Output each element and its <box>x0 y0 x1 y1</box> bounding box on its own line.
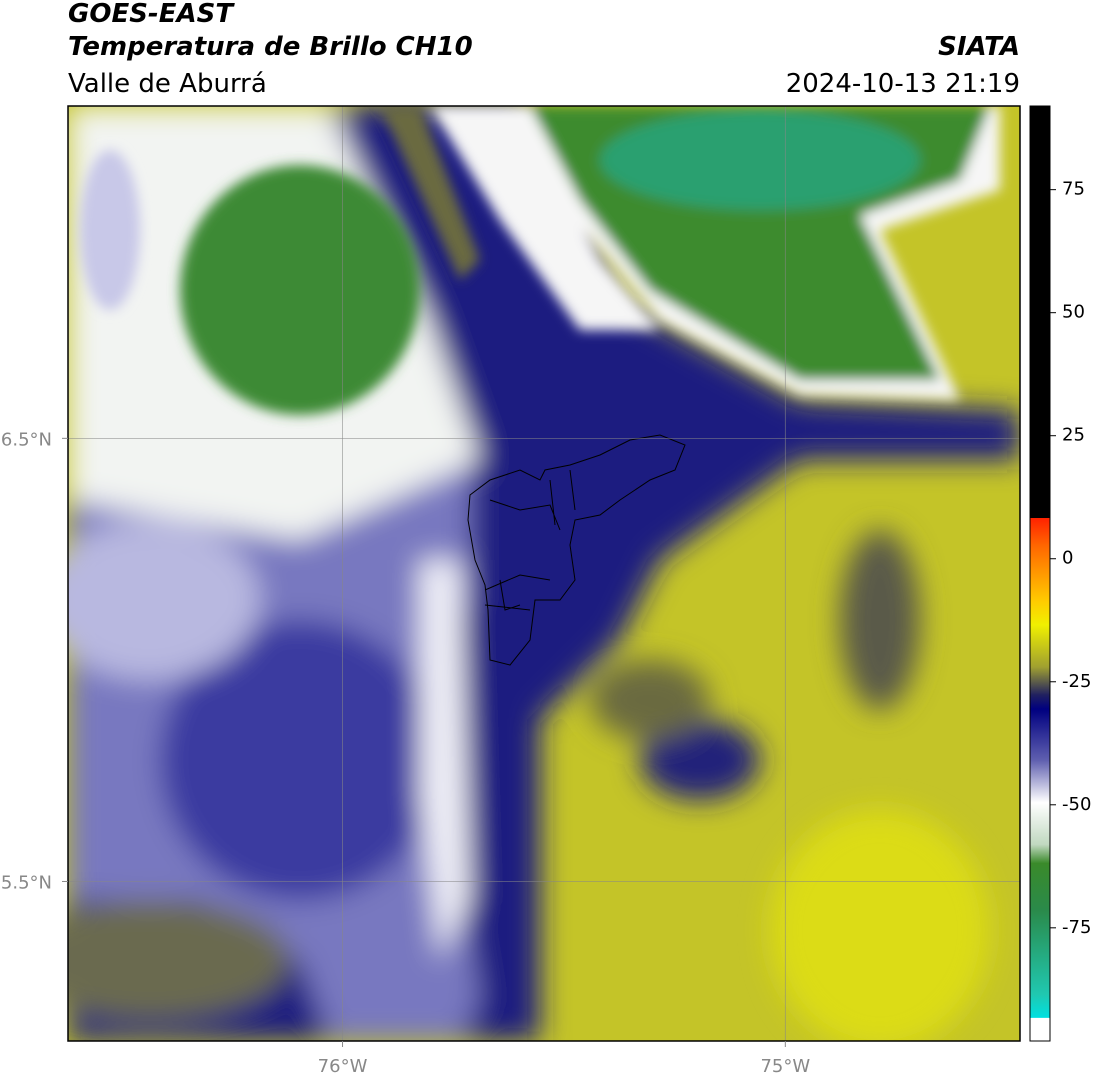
colorbar-tick-label: -75 <box>1062 917 1091 938</box>
title: GOES-EAST <box>68 0 235 29</box>
y-tick-label: 5.5°N <box>1 872 52 893</box>
colorbar-tick-label: -50 <box>1062 794 1091 815</box>
boundary <box>467 434 686 666</box>
colorbar-tick-label: 50 <box>1062 302 1085 323</box>
colorbar-tick-label: 0 <box>1062 548 1073 569</box>
region: Valle de Aburrá <box>68 69 267 99</box>
grid <box>68 106 1020 1041</box>
subtitle: Temperatura de Brillo CH10 <box>68 32 473 62</box>
colorbar <box>1029 105 1051 1042</box>
y-tick-label: 6.5°N <box>1 429 52 450</box>
datetime: 2024-10-13 21:19 <box>786 69 1020 99</box>
colorbar-tick-label: 25 <box>1062 425 1085 446</box>
source: SIATA <box>938 32 1020 62</box>
x-tick-label: 76°W <box>318 1056 368 1077</box>
map-frame <box>67 105 1021 1042</box>
colorbar-tick-label: -25 <box>1062 671 1091 692</box>
satellite-image <box>68 106 1020 1041</box>
x-tick-label: 75°W <box>760 1056 810 1077</box>
colorbar-tick-label: 75 <box>1062 179 1085 200</box>
